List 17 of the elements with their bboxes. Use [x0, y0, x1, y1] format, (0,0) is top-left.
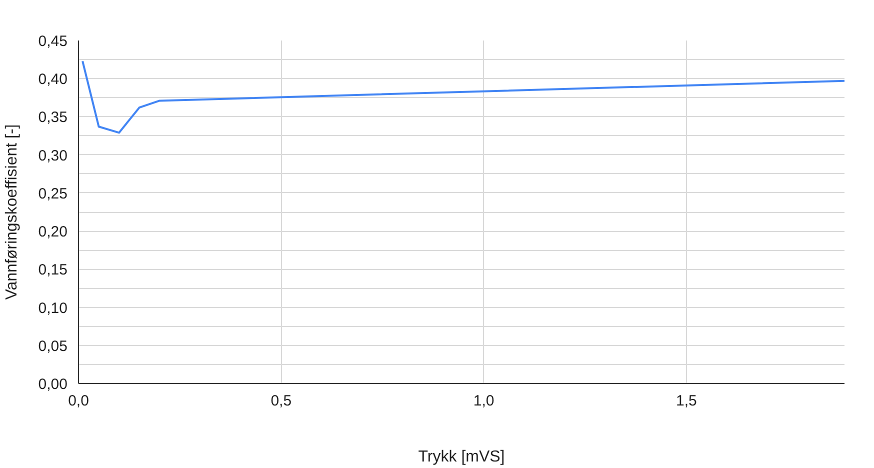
y-tick-label: 0,45	[38, 33, 68, 50]
y-tick-label: 0,15	[38, 262, 68, 279]
y-tick-label: 0,40	[38, 71, 68, 88]
y-axis-title: Vannføringskoeffisient [-]	[3, 124, 20, 300]
x-tick-label: 0,0	[68, 392, 89, 410]
y-tick-label: 0,00	[38, 376, 68, 393]
y-tick-label: 0,25	[38, 185, 68, 202]
line-series	[82, 60, 844, 134]
y-tick-label: 0,10	[38, 300, 68, 317]
y-tick-label: 0,30	[38, 147, 68, 164]
x-tick-label: 1,0	[473, 392, 494, 410]
x-tick-label: 0,5	[270, 392, 292, 410]
x-tick-label: 1,5	[676, 392, 697, 410]
y-tick-label: 0,05	[38, 338, 68, 355]
x-axis-title: Trykk [mVS]	[418, 448, 505, 466]
y-tick-label: 0,20	[38, 224, 68, 241]
y-tick-label: 0,35	[38, 109, 68, 126]
